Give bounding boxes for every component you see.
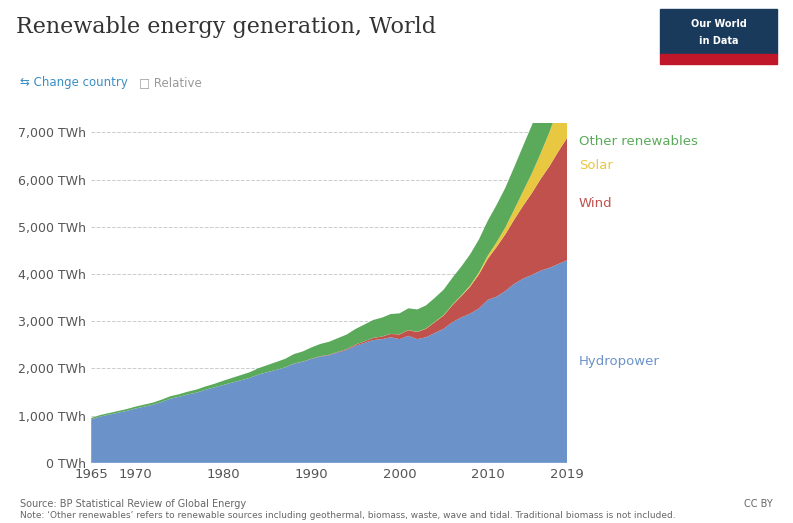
Text: Hydropower: Hydropower xyxy=(579,355,660,368)
Text: Wind: Wind xyxy=(579,197,612,210)
Bar xyxy=(660,9,777,54)
Text: Note: ‘Other renewables’ refers to renewable sources including geothermal, bioma: Note: ‘Other renewables’ refers to renew… xyxy=(20,511,676,520)
Text: in Data: in Data xyxy=(699,36,738,46)
Text: Other renewables: Other renewables xyxy=(579,135,698,149)
Text: Our World: Our World xyxy=(691,19,746,29)
Text: Solar: Solar xyxy=(579,159,613,172)
Text: CC BY: CC BY xyxy=(745,499,773,509)
Text: ⇆ Change country: ⇆ Change country xyxy=(20,76,128,89)
Text: □ Relative: □ Relative xyxy=(139,76,201,89)
Bar xyxy=(660,54,777,64)
Text: Renewable energy generation, World: Renewable energy generation, World xyxy=(16,16,436,38)
Text: Source: BP Statistical Review of Global Energy: Source: BP Statistical Review of Global … xyxy=(20,499,246,509)
